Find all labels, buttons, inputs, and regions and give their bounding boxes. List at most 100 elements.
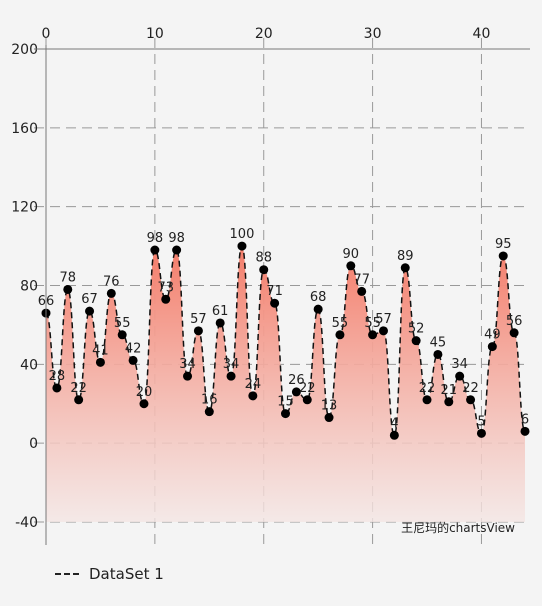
data-label: 100 bbox=[230, 227, 255, 242]
data-point bbox=[204, 407, 214, 417]
data-point bbox=[128, 355, 138, 365]
data-label: 42 bbox=[125, 341, 142, 356]
data-point bbox=[433, 349, 443, 359]
data-point bbox=[509, 328, 519, 338]
data-label: 34 bbox=[451, 357, 468, 372]
legend-line-icon bbox=[55, 573, 79, 575]
chart-description: 王尼玛的chartsView bbox=[401, 520, 515, 535]
data-label: 34 bbox=[179, 357, 196, 372]
data-label: 52 bbox=[408, 322, 425, 337]
area-fill bbox=[46, 246, 525, 523]
data-point bbox=[291, 387, 301, 397]
data-label: 45 bbox=[430, 335, 447, 350]
data-label: 34 bbox=[223, 357, 240, 372]
data-point bbox=[357, 286, 367, 296]
data-point bbox=[52, 383, 62, 393]
data-label: 4 bbox=[390, 416, 398, 431]
data-point bbox=[183, 371, 193, 381]
data-point bbox=[389, 430, 399, 440]
data-label: 5 bbox=[477, 414, 485, 429]
data-point bbox=[63, 284, 73, 294]
data-label: 98 bbox=[168, 231, 185, 246]
data-point bbox=[172, 245, 182, 255]
data-label: 22 bbox=[70, 381, 87, 396]
data-point bbox=[324, 413, 334, 423]
data-label: 78 bbox=[59, 270, 76, 285]
data-point bbox=[476, 428, 486, 438]
data-label: 24 bbox=[245, 377, 262, 392]
data-point bbox=[335, 330, 345, 340]
data-point bbox=[346, 261, 356, 271]
data-label: 67 bbox=[81, 292, 98, 307]
data-point bbox=[74, 395, 84, 405]
data-point bbox=[150, 245, 160, 255]
data-label: 56 bbox=[506, 314, 523, 329]
data-label: 55 bbox=[332, 316, 349, 331]
data-label: 88 bbox=[255, 251, 272, 266]
data-label: 77 bbox=[353, 272, 370, 287]
series-line bbox=[45, 245, 526, 437]
data-label: 55 bbox=[364, 316, 381, 331]
data-point bbox=[193, 326, 203, 336]
data-point bbox=[422, 395, 432, 405]
data-point bbox=[368, 330, 378, 340]
x-tick-label: 30 bbox=[364, 26, 382, 42]
y-tick-label: 40 bbox=[20, 357, 38, 373]
data-point bbox=[444, 397, 454, 407]
y-tick-label: 0 bbox=[29, 436, 38, 452]
data-label: 26 bbox=[288, 373, 305, 388]
data-label: 61 bbox=[212, 304, 229, 319]
data-label: 6 bbox=[521, 412, 529, 427]
legend: DataSet 1 bbox=[55, 565, 164, 583]
data-point bbox=[215, 318, 225, 328]
y-tick-label: 160 bbox=[11, 121, 38, 137]
y-tick-label: 120 bbox=[11, 200, 38, 216]
data-label: 98 bbox=[147, 231, 164, 246]
data-point bbox=[466, 395, 476, 405]
data-point bbox=[226, 371, 236, 381]
x-tick-label: 10 bbox=[146, 26, 164, 42]
data-label: 41 bbox=[92, 343, 109, 358]
data-point bbox=[248, 391, 258, 401]
x-tick-label: 0 bbox=[42, 26, 51, 42]
data-label: 76 bbox=[103, 274, 120, 289]
data-point bbox=[85, 306, 95, 316]
data-point bbox=[117, 330, 127, 340]
data-label: 68 bbox=[310, 290, 327, 305]
data-point bbox=[411, 336, 421, 346]
data-point bbox=[520, 426, 530, 436]
data-point bbox=[270, 298, 280, 308]
data-label: 89 bbox=[397, 249, 414, 264]
data-label: 28 bbox=[49, 369, 66, 384]
data-label: 21 bbox=[441, 383, 458, 398]
data-point bbox=[378, 326, 388, 336]
data-label: 57 bbox=[190, 312, 207, 327]
data-point bbox=[455, 371, 465, 381]
data-point bbox=[139, 399, 149, 409]
data-point bbox=[259, 265, 269, 275]
data-label: 55 bbox=[114, 316, 131, 331]
data-label: 15 bbox=[277, 395, 294, 410]
data-label: 22 bbox=[299, 381, 316, 396]
data-point bbox=[313, 304, 323, 314]
data-label: 49 bbox=[484, 328, 501, 343]
data-label: 57 bbox=[375, 312, 392, 327]
y-tick-label: 200 bbox=[11, 42, 38, 58]
data-point bbox=[400, 263, 410, 273]
data-point bbox=[237, 241, 247, 251]
data-point bbox=[302, 395, 312, 405]
data-point bbox=[95, 357, 105, 367]
data-label: 95 bbox=[495, 237, 512, 252]
data-label: 90 bbox=[343, 247, 360, 262]
data-label: 13 bbox=[321, 399, 338, 414]
data-point bbox=[161, 294, 171, 304]
data-label: 20 bbox=[136, 385, 153, 400]
data-point bbox=[487, 342, 497, 352]
data-label: 16 bbox=[201, 393, 218, 408]
y-tick-label: -40 bbox=[15, 515, 38, 531]
data-point bbox=[106, 288, 116, 298]
data-point bbox=[281, 409, 290, 419]
data-point bbox=[498, 251, 508, 261]
y-tick-label: 80 bbox=[20, 279, 38, 295]
